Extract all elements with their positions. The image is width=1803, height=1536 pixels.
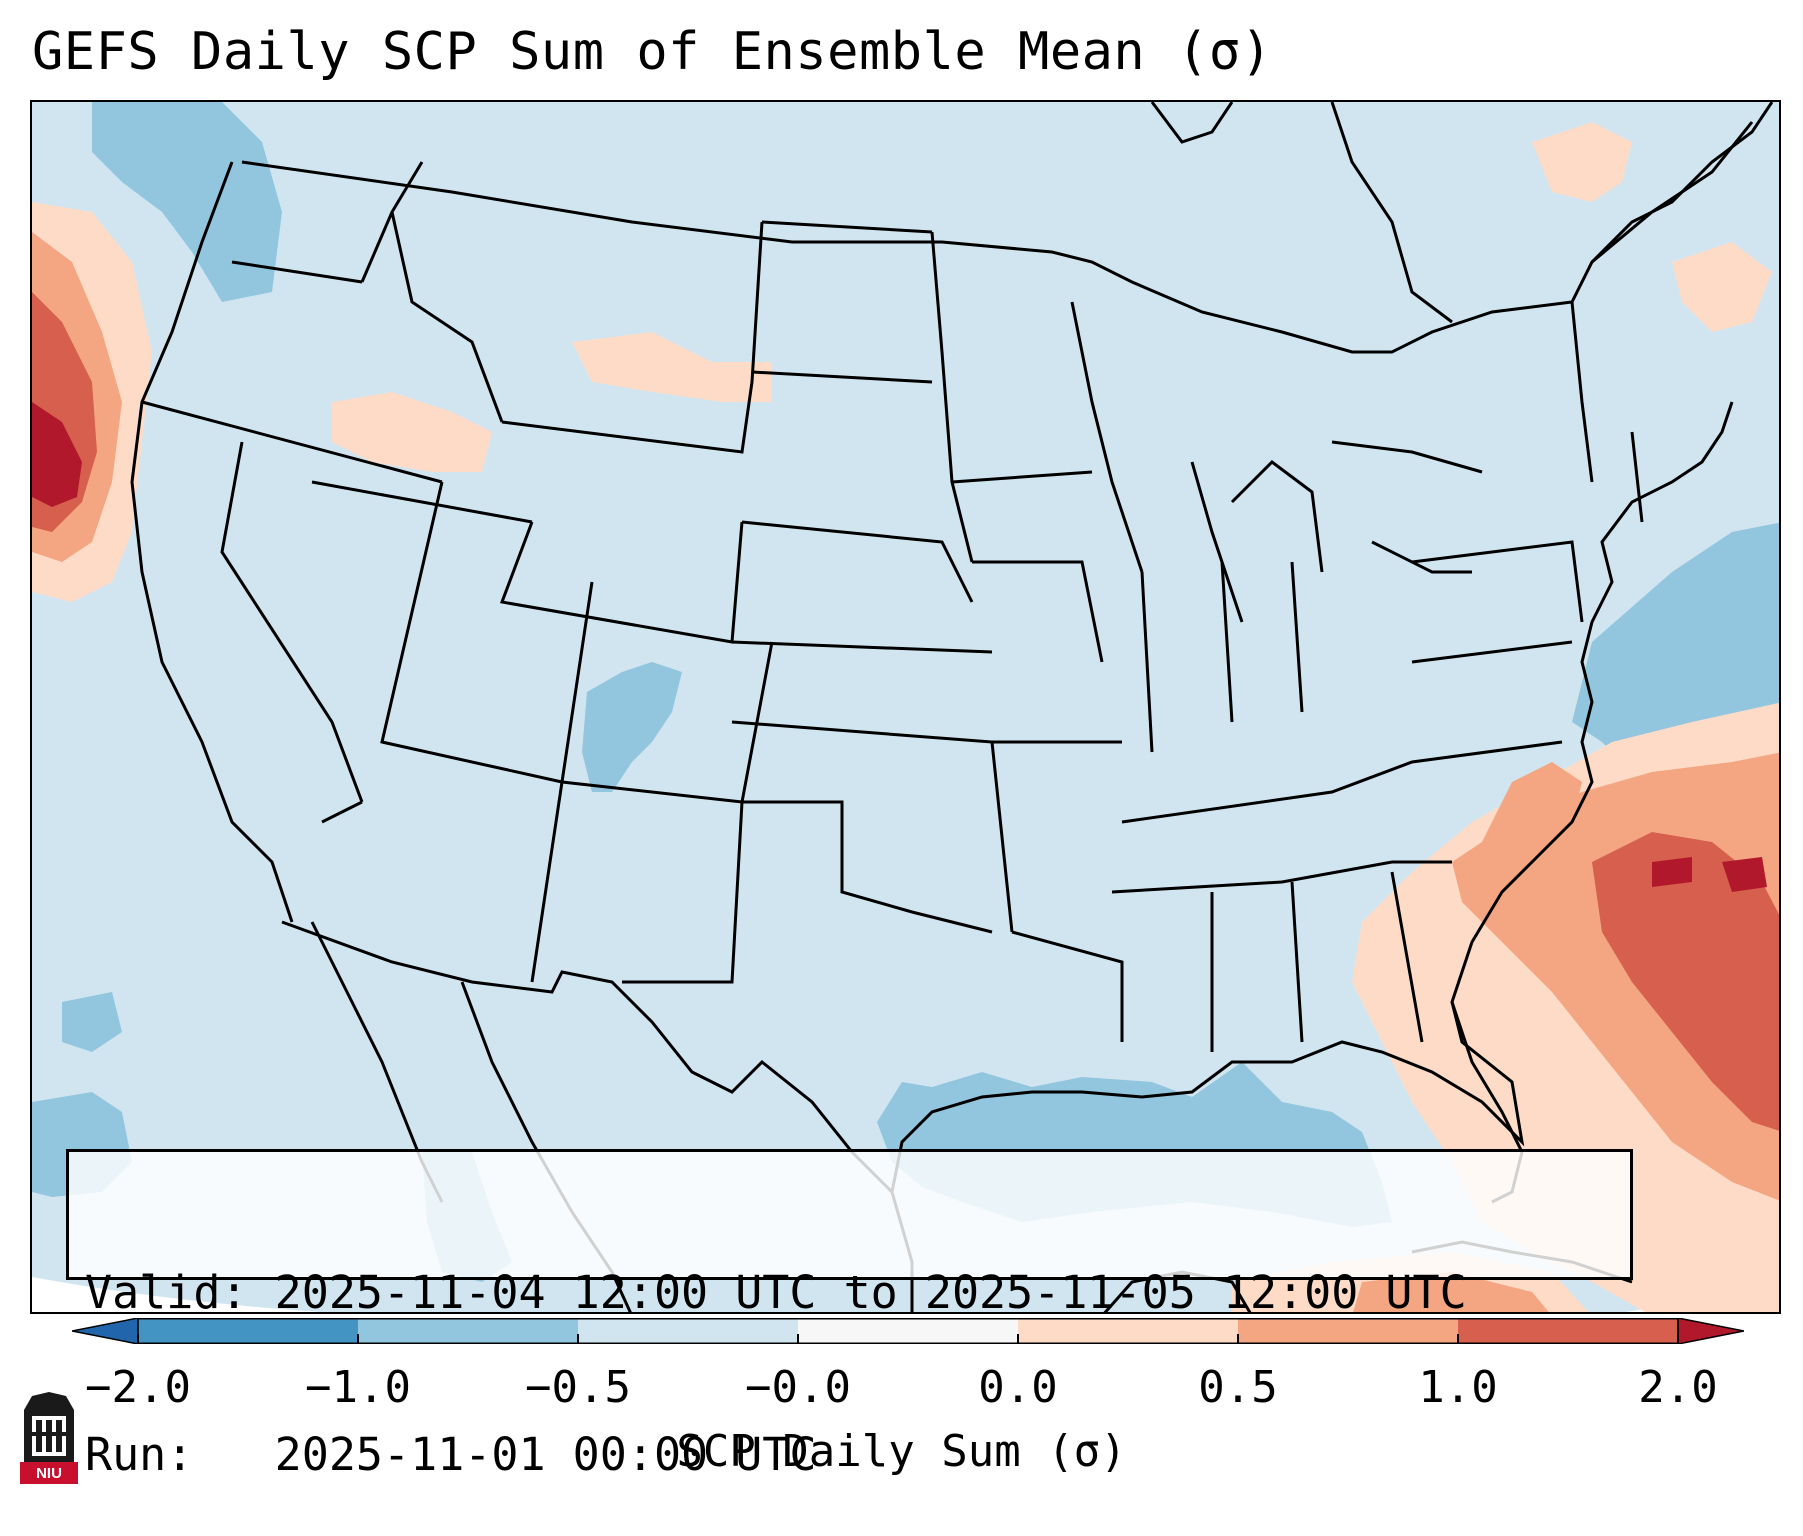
colorbar-segment — [1018, 1318, 1239, 1344]
nd-sd-ne — [741, 220, 974, 603]
nv-az-border — [321, 800, 363, 824]
tn-south — [1111, 860, 1452, 894]
dakotas-east — [930, 231, 974, 563]
colorbar-tick-label: −0.5 — [525, 1362, 631, 1413]
valid-run-info-box: Valid: 2025-11-04 12:00 UTC to 2025-11-0… — [66, 1149, 1633, 1481]
northeast-positive-patch — [1532, 122, 1632, 202]
niu-logo: NIU — [20, 1392, 78, 1484]
colorbar-arrow-low — [72, 1318, 139, 1344]
valid-time-line: Valid: 2025-11-04 12:00 UTC to 2025-11-0… — [85, 1266, 1467, 1319]
ut-border — [380, 481, 594, 784]
colorbar-tick-label: −0.0 — [745, 1362, 851, 1413]
id-nv-ut-border — [311, 480, 533, 524]
montana-positive-patch — [572, 332, 772, 402]
canada-hudson — [1150, 102, 1453, 324]
maine-positive-patch — [1672, 242, 1772, 332]
colorbar-tick-label: −2.0 — [85, 1362, 191, 1413]
carolinas-positive — [1482, 762, 1582, 872]
colorbar-tick-label: −1.0 — [305, 1362, 411, 1413]
colorbar — [72, 1318, 1744, 1344]
colorado-negative-patch — [582, 662, 682, 792]
deep-south — [1210, 871, 1424, 1052]
colorbar-segment — [578, 1318, 799, 1344]
great-lakes-shore — [1190, 440, 1483, 623]
nm-tx-border — [622, 801, 744, 984]
ca-nv-border — [220, 441, 364, 803]
colorbar-tick-label: 2.0 — [1638, 1362, 1718, 1413]
ok-tx — [742, 800, 993, 934]
projection-edge — [32, 1277, 321, 1312]
wi-mi — [1070, 301, 1144, 573]
colorbar-tick-label: 1.0 — [1418, 1362, 1498, 1413]
niu-tower-icon — [20, 1392, 78, 1484]
wa-or-border — [231, 260, 363, 284]
colorbar-segment — [1458, 1318, 1679, 1344]
pnw-positive-max — [32, 402, 82, 507]
us-mexico-border — [281, 920, 894, 1194]
ky-tn — [1121, 740, 1563, 824]
colorbar-segment — [358, 1318, 579, 1344]
or-ca-nv-border — [141, 400, 443, 484]
run-time-line: Run: 2025-11-01 00:00 UTC — [85, 1428, 817, 1481]
colorbar-segment — [1238, 1318, 1459, 1344]
chart-title: GEFS Daily SCP Sum of Ensemble Mean (σ) — [32, 22, 1273, 82]
wy-co-ut — [499, 521, 744, 644]
mn-ia-mo — [951, 470, 1122, 744]
il-in-oh — [1140, 561, 1304, 753]
atlantic-positive-max — [1652, 857, 1767, 892]
az-nm-border — [530, 781, 564, 983]
colorbar-segment — [138, 1318, 359, 1344]
atlantic-positive-strong — [1592, 832, 1779, 1131]
colorbar-tick-label: 0.5 — [1198, 1362, 1278, 1413]
atlantic-negative-region — [1572, 522, 1779, 772]
colorbar-tick-label: 0.0 — [978, 1362, 1058, 1413]
map-panel — [30, 100, 1781, 1314]
id-mt-border — [390, 211, 504, 423]
colorbar-arrow-high — [1677, 1318, 1744, 1344]
mt-wy-border — [501, 221, 764, 454]
northeast-states — [1411, 301, 1644, 664]
la-ms — [1011, 930, 1124, 1042]
niu-logo-text: NIU — [36, 1465, 62, 1482]
west-coast — [130, 161, 294, 923]
gulf-coast — [890, 941, 1525, 1193]
map-svg — [32, 102, 1779, 1312]
east-coast — [1470, 401, 1734, 943]
nw-negative-patch — [92, 102, 282, 302]
canada-east — [1590, 102, 1774, 264]
caribbean-positive-mid — [1353, 1272, 1549, 1312]
colorbar-label: SCP Daily Sum (σ) — [676, 1426, 1127, 1477]
idaho-positive-patch — [332, 392, 492, 472]
colorbar-segment — [798, 1318, 1019, 1344]
pacific-negative-patch-2 — [62, 992, 122, 1052]
